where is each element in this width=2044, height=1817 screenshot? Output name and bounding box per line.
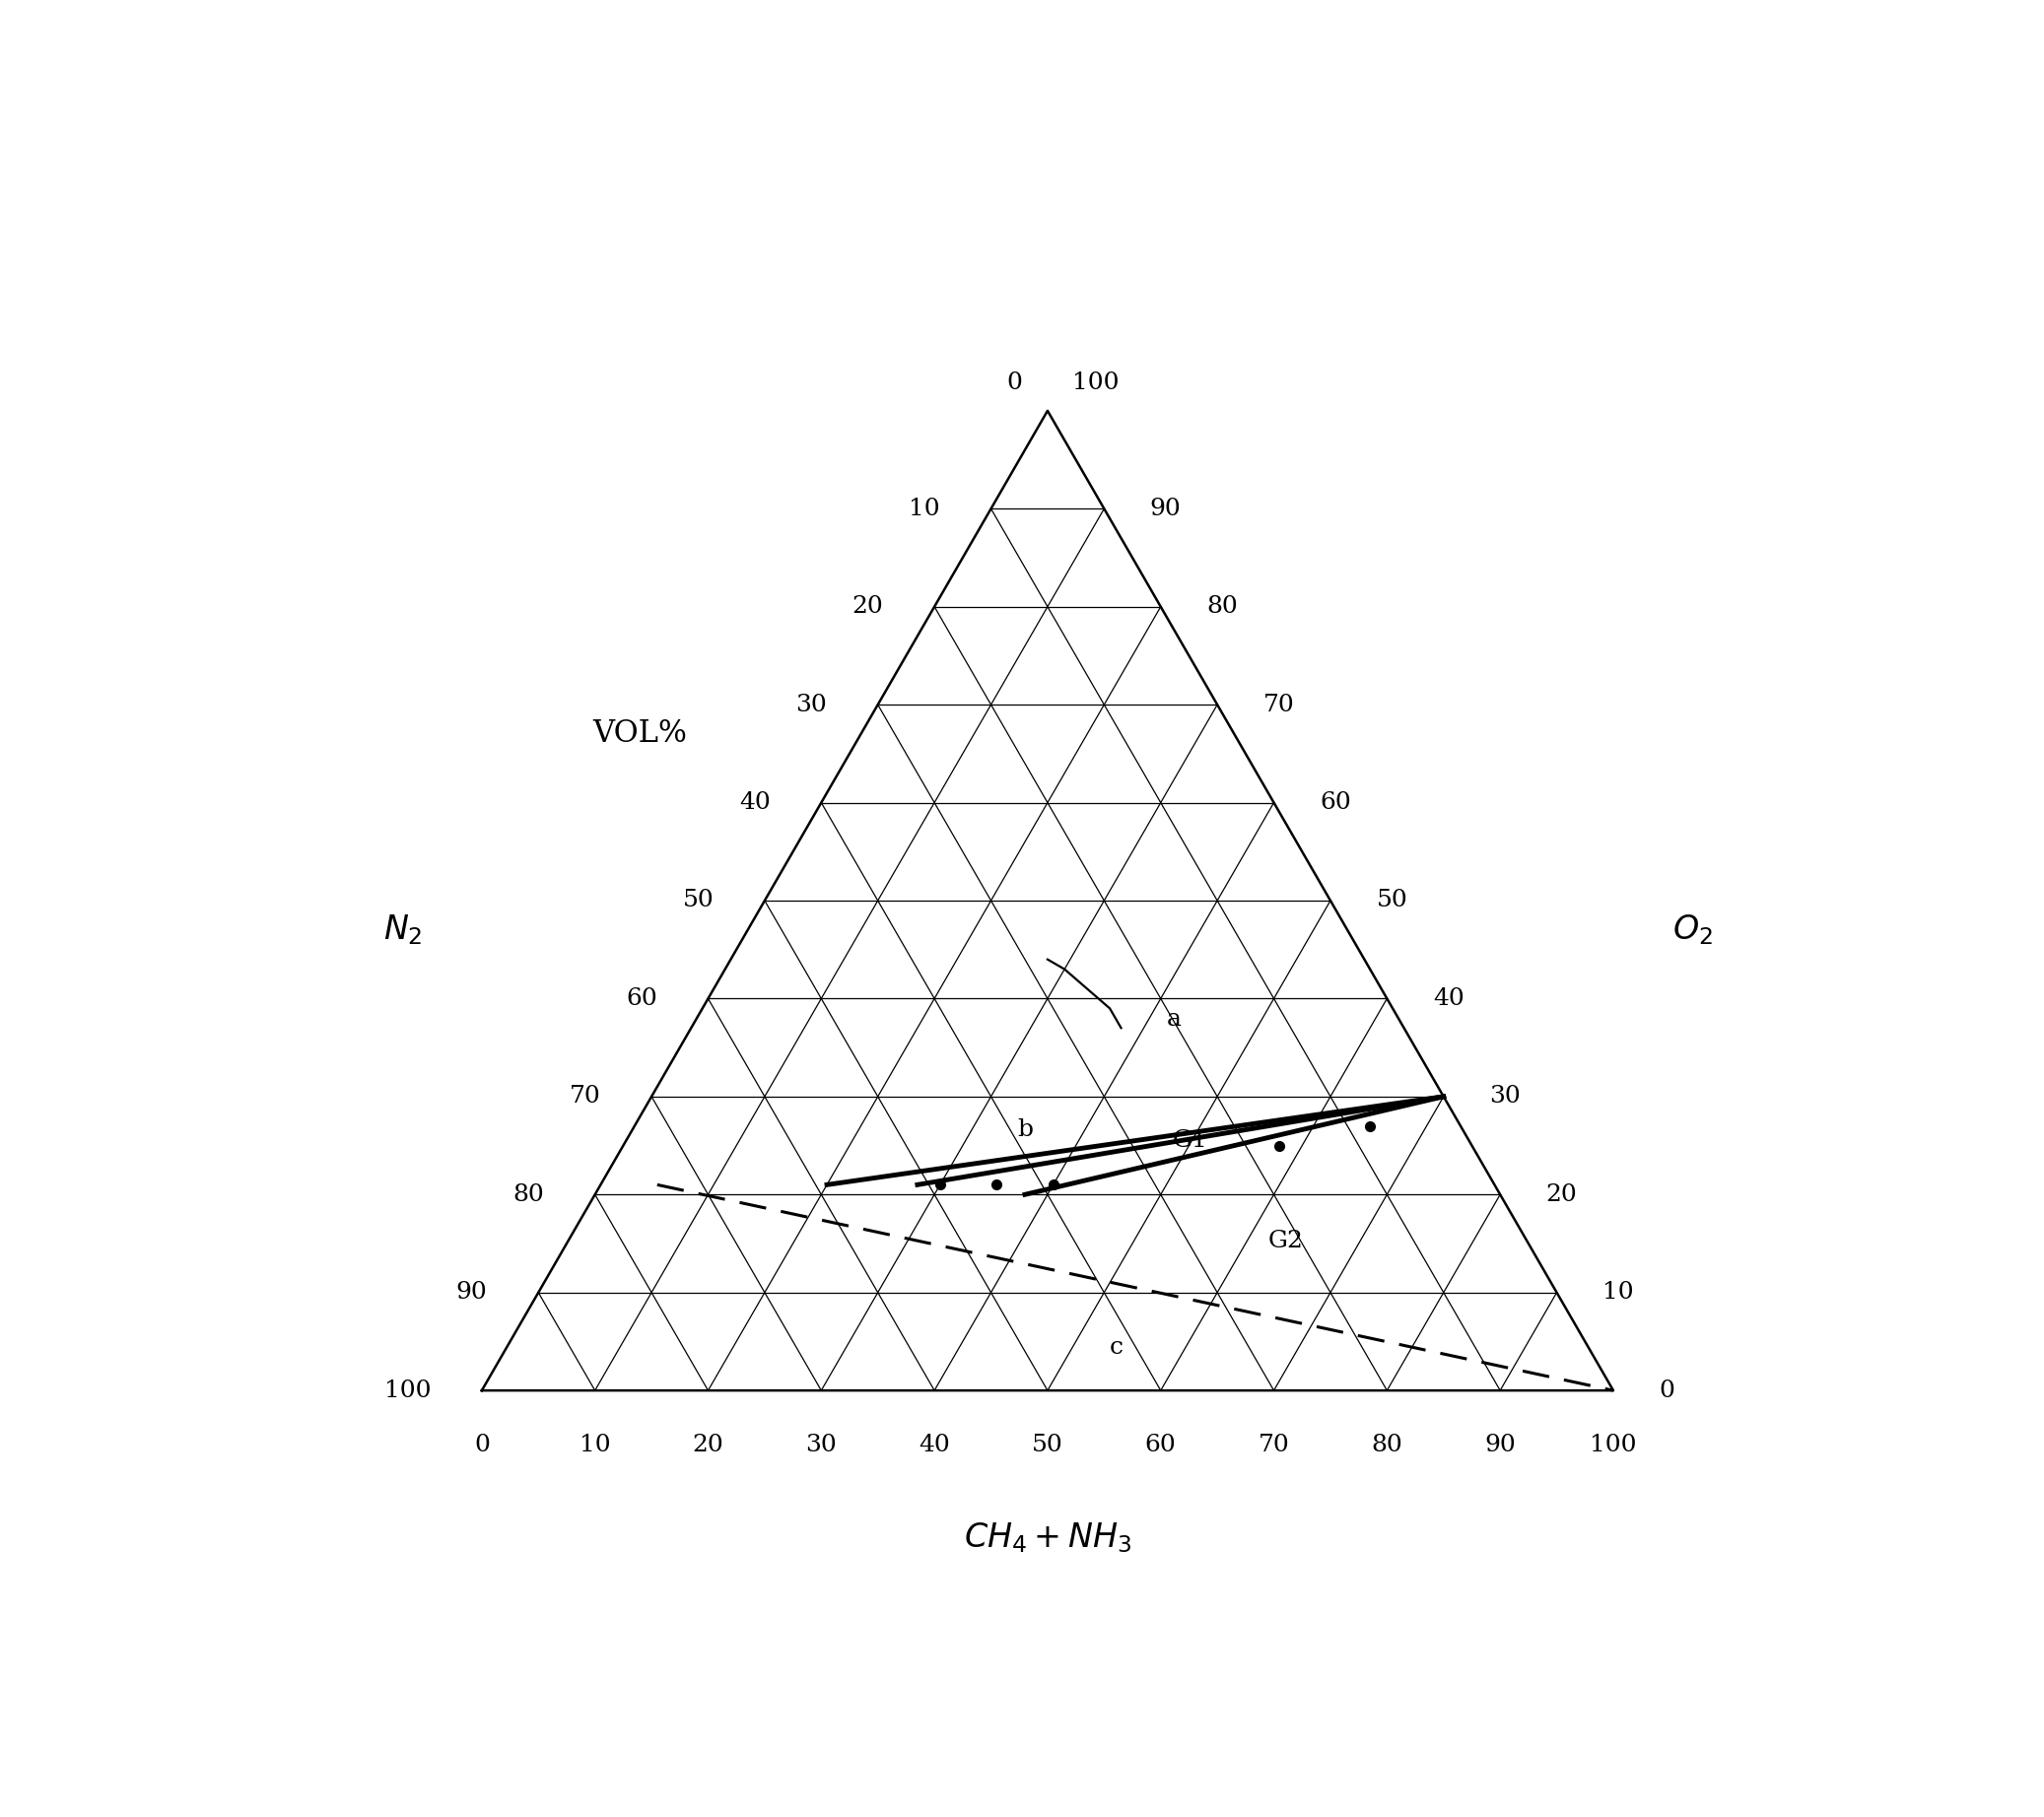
- Text: 20: 20: [852, 596, 883, 618]
- Text: c: c: [1110, 1335, 1124, 1359]
- Text: 40: 40: [918, 1434, 950, 1457]
- Text: 0: 0: [1660, 1379, 1674, 1401]
- Text: 0: 0: [1008, 371, 1022, 394]
- Text: 30: 30: [1490, 1085, 1521, 1108]
- Text: $CH_4 + NH_3$: $CH_4 + NH_3$: [963, 1521, 1132, 1555]
- Text: 10: 10: [578, 1434, 611, 1457]
- Text: 90: 90: [456, 1281, 486, 1305]
- Text: $N_2$: $N_2$: [382, 912, 423, 947]
- Text: 20: 20: [693, 1434, 724, 1457]
- Text: 10: 10: [910, 498, 940, 520]
- Text: G1: G1: [1171, 1130, 1208, 1152]
- Text: 40: 40: [740, 792, 771, 814]
- Text: b: b: [1018, 1117, 1032, 1141]
- Text: 40: 40: [1433, 987, 1464, 1010]
- Text: 80: 80: [1206, 596, 1239, 618]
- Text: 70: 70: [1259, 1434, 1290, 1457]
- Text: 50: 50: [1376, 889, 1408, 912]
- Text: 10: 10: [1602, 1281, 1633, 1305]
- Text: 70: 70: [570, 1085, 601, 1108]
- Text: 60: 60: [1145, 1434, 1177, 1457]
- Text: $O_2$: $O_2$: [1672, 912, 1713, 947]
- Text: 100: 100: [384, 1379, 431, 1401]
- Text: G2: G2: [1267, 1230, 1304, 1252]
- Text: 80: 80: [513, 1183, 544, 1206]
- Text: 50: 50: [683, 889, 713, 912]
- Text: 90: 90: [1151, 498, 1181, 520]
- Text: 80: 80: [1372, 1434, 1402, 1457]
- Text: 100: 100: [1590, 1434, 1637, 1457]
- Text: 20: 20: [1545, 1183, 1578, 1206]
- Text: 0: 0: [474, 1434, 491, 1457]
- Text: 30: 30: [795, 694, 828, 716]
- Text: 60: 60: [625, 987, 658, 1010]
- Text: 90: 90: [1484, 1434, 1517, 1457]
- Text: 70: 70: [1263, 694, 1294, 716]
- Text: 60: 60: [1320, 792, 1351, 814]
- Text: 30: 30: [805, 1434, 836, 1457]
- Text: 50: 50: [1032, 1434, 1063, 1457]
- Text: 100: 100: [1073, 371, 1120, 394]
- Text: VOL%: VOL%: [593, 720, 687, 749]
- Text: a: a: [1167, 1008, 1181, 1030]
